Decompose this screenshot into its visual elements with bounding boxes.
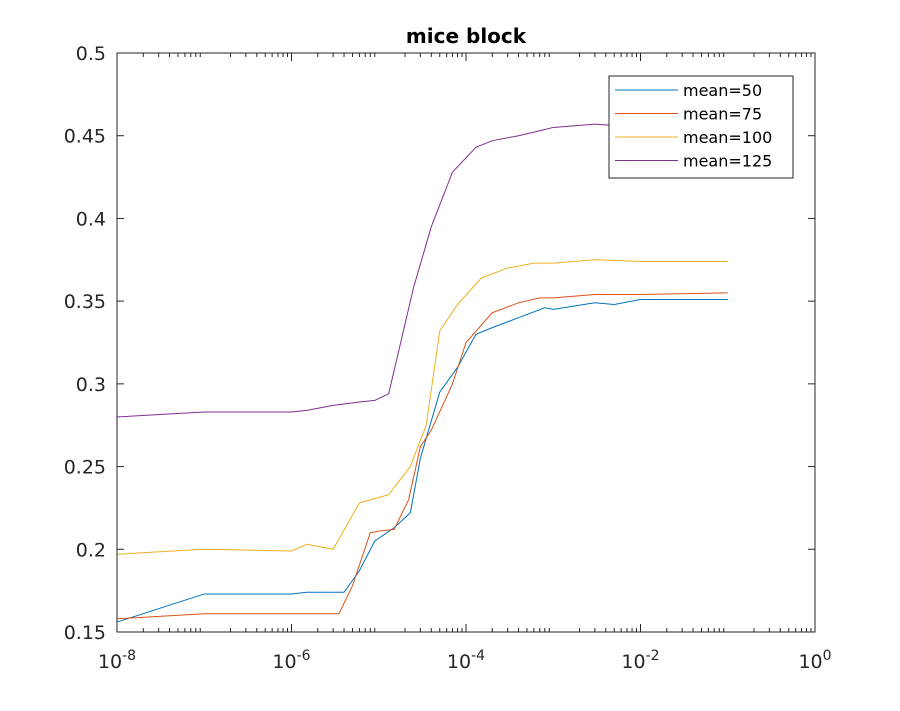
- series-line-mean-125: [116, 123, 728, 418]
- series-group: [116, 123, 728, 623]
- y-tick-label: 0.4: [76, 208, 106, 230]
- y-tick-labels: 0.15 0.2 0.25 0.3 0.35 0.4 0.45 0.5: [64, 43, 106, 644]
- minor-ticks: [142, 53, 812, 632]
- series-line-mean-50: [116, 298, 728, 623]
- series-line-mean-75: [116, 292, 728, 620]
- x-tick-label: 10-2: [621, 648, 659, 673]
- y-tick-label: 0.5: [76, 43, 106, 65]
- y-tick-label: 0.25: [64, 457, 106, 479]
- legend-label: mean=125: [683, 152, 772, 171]
- x-tick-label: 10-8: [98, 648, 136, 673]
- y-tick-label: 0.2: [76, 539, 106, 561]
- series-line-mean-100: [116, 259, 728, 555]
- plot-frame: [116, 52, 816, 633]
- x-tick-label: 10-4: [447, 648, 485, 673]
- legend: mean=50 mean=75 mean=100 mean=125: [608, 75, 794, 179]
- y-tick-label: 0.15: [64, 622, 106, 644]
- legend-label: mean=75: [683, 105, 762, 124]
- y-tick-label: 0.45: [64, 126, 106, 148]
- chart-title: mice block: [406, 24, 527, 48]
- x-tick-label: 100: [798, 648, 831, 673]
- x-tick-labels: 10-8 10-6 10-4 10-2 100: [98, 648, 832, 673]
- legend-label: mean=50: [683, 81, 762, 100]
- y-tick-label: 0.35: [64, 291, 106, 313]
- legend-label: mean=100: [683, 128, 772, 147]
- y-tick-label: 0.3: [76, 374, 106, 396]
- x-tick-label: 10-6: [272, 648, 310, 673]
